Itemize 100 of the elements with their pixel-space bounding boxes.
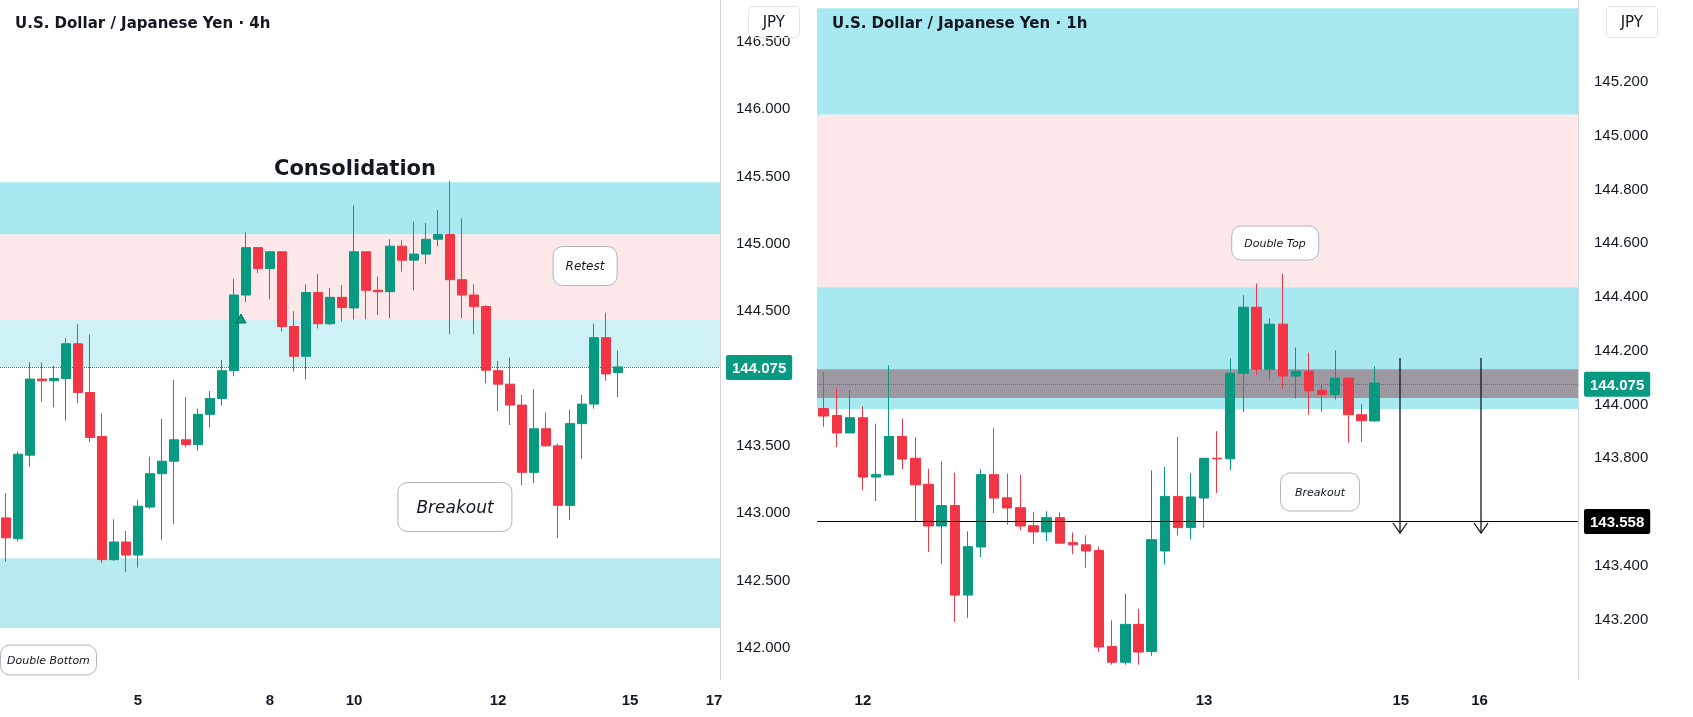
candlestick xyxy=(481,304,491,384)
y-tick-label: 145.200 xyxy=(1594,72,1649,90)
candlestick xyxy=(133,499,143,569)
ref-line-label: 144.075 xyxy=(1590,375,1645,393)
x-tick-label: 15 xyxy=(1392,691,1410,708)
candlestick xyxy=(1107,619,1117,666)
candlestick xyxy=(289,310,299,373)
candlestick xyxy=(1068,531,1078,555)
annotation: Double Top xyxy=(1231,225,1319,261)
candlestick xyxy=(1264,317,1275,381)
y-tick-label: 144.500 xyxy=(736,301,791,319)
candlestick xyxy=(1304,352,1314,416)
x-tick-label: 5 xyxy=(133,691,143,708)
x-tick-label: 17 xyxy=(705,691,723,708)
y-tick-label: 143.000 xyxy=(736,503,791,521)
candlestick xyxy=(1173,436,1183,536)
candlestick xyxy=(963,530,973,619)
candlestick xyxy=(85,333,95,443)
candlestick xyxy=(529,388,539,484)
candlestick xyxy=(1133,608,1144,666)
candlestick xyxy=(445,180,455,335)
candlestick xyxy=(858,405,868,491)
candlestick xyxy=(457,217,467,319)
candlestick xyxy=(73,323,83,404)
candlestick xyxy=(253,247,263,274)
candlestick xyxy=(517,394,527,486)
candlestick xyxy=(121,530,131,573)
annotation: Breakout xyxy=(1280,472,1360,512)
candlestick xyxy=(157,418,167,541)
candlestick xyxy=(265,250,275,301)
candlestick xyxy=(845,389,855,434)
candlestick xyxy=(241,231,251,303)
candlestick xyxy=(1041,510,1052,542)
candlestick xyxy=(1212,430,1222,494)
y-tick-label: 143.400 xyxy=(1594,555,1649,573)
candlestick xyxy=(193,408,203,452)
candlestick xyxy=(145,456,155,510)
candlestick xyxy=(1356,403,1367,443)
candlestick xyxy=(601,312,611,382)
candlestick xyxy=(1,492,11,563)
candlestick xyxy=(936,460,947,565)
candlestick xyxy=(325,287,335,326)
y-tick-label: 144.400 xyxy=(1594,287,1649,305)
candlestick xyxy=(361,251,371,320)
candlestick xyxy=(577,394,587,460)
candlestick xyxy=(181,396,191,448)
y-tick-label: 142.500 xyxy=(736,570,791,588)
y-axis-title: JPY xyxy=(1605,6,1658,38)
ref-line-label: 144.075 xyxy=(732,359,787,377)
candlestick xyxy=(1094,546,1104,653)
candlestick xyxy=(553,443,563,539)
y-tick-label: 145.500 xyxy=(736,166,791,184)
candlestick xyxy=(1028,511,1039,545)
candlestick xyxy=(493,360,503,412)
candlestick xyxy=(1199,457,1209,529)
x-tick-label: 16 xyxy=(1471,691,1488,708)
candlestick xyxy=(989,427,999,514)
x-tick-label: 12 xyxy=(489,691,507,708)
candlestick xyxy=(910,436,921,522)
candlestick xyxy=(1317,384,1327,413)
candlestick xyxy=(109,518,119,562)
candlestick xyxy=(337,284,347,322)
annotation: Consolidation xyxy=(274,156,436,180)
candlestick xyxy=(976,468,986,558)
y-tick-label: 143.800 xyxy=(1594,448,1649,466)
candlestick xyxy=(169,379,179,525)
candlestick xyxy=(1081,534,1091,569)
candlestick xyxy=(385,238,395,319)
candlestick xyxy=(1251,283,1262,376)
candlestick xyxy=(1278,273,1288,390)
candlestick xyxy=(818,371,829,428)
candlestick xyxy=(349,204,359,321)
y-tick-label: 144.800 xyxy=(1594,179,1649,197)
annotation: Double Bottom xyxy=(0,644,97,676)
y-tick-label: 143.200 xyxy=(1594,609,1649,627)
y-tick-label: 143.500 xyxy=(736,435,791,453)
y-tick-label: 145.000 xyxy=(1594,125,1649,143)
y-tick-label: 145.000 xyxy=(736,233,791,251)
candlestick xyxy=(1002,473,1012,526)
candlestick xyxy=(923,468,934,553)
x-tick-label: 13 xyxy=(1195,691,1213,708)
candlestick xyxy=(897,417,907,470)
y-tick-label: 144.000 xyxy=(1594,394,1649,412)
candlestick xyxy=(1120,593,1131,666)
x-tick-label: 15 xyxy=(621,691,639,708)
candlestick xyxy=(373,275,383,316)
candlestick xyxy=(409,221,419,291)
ref-line-label: 143.558 xyxy=(1590,512,1645,530)
candlestick xyxy=(469,283,479,335)
y-tick-label: 144.600 xyxy=(1594,233,1649,251)
candlestick xyxy=(397,239,407,273)
x-tick-label: 12 xyxy=(854,691,872,708)
candlestick xyxy=(421,222,431,265)
candlestick xyxy=(13,450,23,543)
candlestick xyxy=(1146,469,1157,657)
text: U.S. Dollar / Japanese Yen · 1h xyxy=(832,13,1088,32)
candlestick xyxy=(541,411,551,448)
y-tick-label: 144.200 xyxy=(1594,340,1649,358)
x-tick-label: 10 xyxy=(345,691,363,708)
candlestick xyxy=(1186,472,1196,540)
